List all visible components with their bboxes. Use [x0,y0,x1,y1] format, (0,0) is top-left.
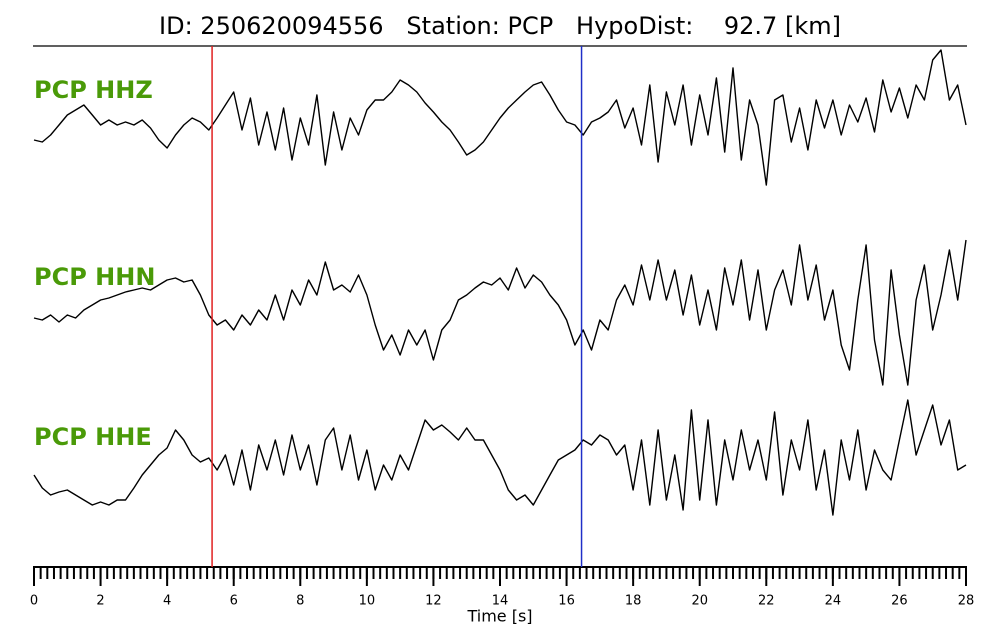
chart-title: ID: 250620094556 Station: PCP HypoDist: … [159,12,841,40]
x-tick-label: 12 [425,594,442,609]
x-tick-label: 22 [758,594,775,609]
x-tick-label: 8 [296,594,304,609]
trace-label: PCP HHN [34,263,155,291]
x-tick-label: 2 [96,594,104,609]
trace-label: PCP HHZ [34,76,153,104]
x-tick-label: 0 [30,594,38,609]
x-tick-label: 20 [691,594,708,609]
x-tick-label: 6 [230,594,238,609]
x-tick-label: 28 [958,594,975,609]
x-tick-label: 16 [558,594,575,609]
waveform [33,399,967,516]
x-tick-label: 24 [825,594,842,609]
x-tick-label: 18 [625,594,642,609]
x-tick-label: 14 [492,594,509,609]
x-tick-label: 4 [163,594,171,609]
x-tick-label: 10 [359,594,376,609]
waveform [33,239,967,386]
x-axis-label: Time [s] [466,607,532,626]
trace-label: PCP HHE [34,423,152,451]
waveform [33,49,967,186]
x-tick-label: 26 [891,594,908,609]
